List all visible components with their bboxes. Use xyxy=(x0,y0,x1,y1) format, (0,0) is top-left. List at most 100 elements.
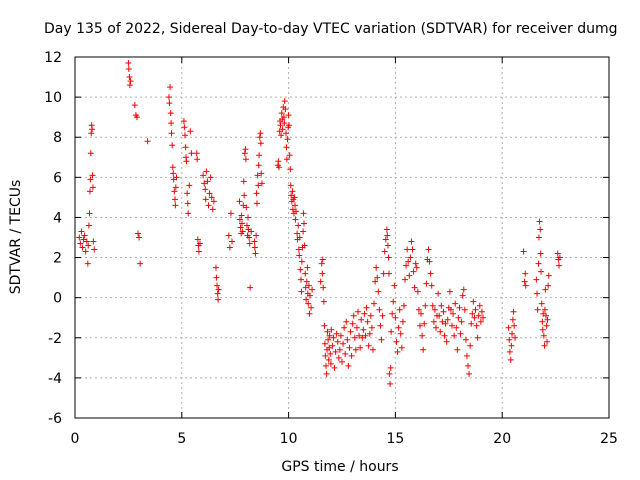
data-point xyxy=(131,102,138,109)
data-point xyxy=(246,240,253,247)
data-point xyxy=(475,312,482,319)
data-point xyxy=(214,282,221,289)
data-point xyxy=(126,74,133,81)
data-point xyxy=(293,208,300,215)
data-point xyxy=(294,230,301,237)
data-point xyxy=(184,200,191,207)
y-tick-label: 2 xyxy=(53,251,62,267)
data-point xyxy=(372,278,379,285)
data-point xyxy=(297,266,304,273)
data-point xyxy=(171,188,178,195)
data-point xyxy=(335,354,342,361)
data-point xyxy=(194,236,201,243)
data-point xyxy=(359,334,366,341)
data-point xyxy=(280,114,287,121)
data-point xyxy=(345,362,352,369)
data-point xyxy=(305,282,312,289)
data-point xyxy=(246,234,253,241)
data-point xyxy=(80,236,87,243)
data-point xyxy=(377,322,384,329)
data-point xyxy=(505,324,512,331)
data-point xyxy=(319,256,326,263)
data-point xyxy=(302,284,309,291)
data-point xyxy=(255,162,262,169)
x-axis-label: GPS time / hours xyxy=(281,459,398,475)
data-point xyxy=(303,296,310,303)
data-point xyxy=(451,332,458,339)
data-point xyxy=(241,150,248,157)
data-point xyxy=(396,306,403,313)
data-point xyxy=(554,250,561,257)
data-point xyxy=(86,210,93,217)
data-point xyxy=(247,284,254,291)
data-point xyxy=(465,362,472,369)
x-tick-label: 5 xyxy=(177,431,186,447)
data-point xyxy=(360,326,367,333)
data-point xyxy=(353,324,360,331)
data-point xyxy=(296,252,303,259)
data-point xyxy=(283,130,290,137)
data-point xyxy=(384,232,391,239)
y-tick-label: 10 xyxy=(44,90,62,106)
data-point xyxy=(300,210,307,217)
data-point xyxy=(386,370,393,377)
data-point xyxy=(398,344,405,351)
data-point xyxy=(125,60,132,67)
data-points xyxy=(76,60,563,387)
data-point xyxy=(305,300,312,307)
data-point xyxy=(456,304,463,311)
data-point xyxy=(169,142,176,149)
data-point xyxy=(367,312,374,319)
data-point xyxy=(170,170,177,177)
data-point xyxy=(543,322,550,329)
data-point xyxy=(167,110,174,117)
data-point xyxy=(459,292,466,299)
data-point xyxy=(165,94,172,101)
data-point xyxy=(91,246,98,253)
data-point xyxy=(472,306,479,313)
data-point xyxy=(78,228,85,235)
data-point xyxy=(545,282,552,289)
data-point xyxy=(204,178,211,185)
data-point xyxy=(541,306,548,313)
y-tick-label: 12 xyxy=(44,50,62,66)
data-point xyxy=(542,286,549,293)
data-point xyxy=(300,220,307,227)
data-point xyxy=(449,322,456,329)
data-point xyxy=(195,248,202,255)
data-point xyxy=(245,214,252,221)
data-point xyxy=(298,288,305,295)
data-point xyxy=(226,244,233,251)
data-point xyxy=(403,262,410,269)
data-point xyxy=(333,330,340,337)
data-point xyxy=(411,284,418,291)
data-point xyxy=(321,322,328,329)
data-point xyxy=(479,314,486,321)
data-point xyxy=(556,254,563,261)
data-point xyxy=(243,204,250,211)
data-point xyxy=(349,320,356,327)
data-point xyxy=(471,314,478,321)
data-point xyxy=(384,242,391,249)
data-point xyxy=(474,334,481,341)
data-point xyxy=(406,272,413,279)
data-point xyxy=(539,326,546,333)
data-point xyxy=(326,344,333,351)
data-point xyxy=(255,182,262,189)
data-point xyxy=(511,322,518,329)
data-point xyxy=(440,308,447,315)
data-point xyxy=(186,182,193,189)
data-point xyxy=(538,300,545,307)
data-point xyxy=(399,318,406,325)
data-point xyxy=(407,254,414,261)
data-point xyxy=(254,172,261,179)
data-point xyxy=(183,158,190,165)
data-point xyxy=(457,330,464,337)
data-point xyxy=(369,346,376,353)
data-point xyxy=(461,306,468,313)
data-point xyxy=(382,236,389,243)
y-tick-label: 8 xyxy=(53,130,62,146)
data-point xyxy=(281,120,288,127)
data-point xyxy=(460,286,467,293)
data-point xyxy=(288,192,295,199)
